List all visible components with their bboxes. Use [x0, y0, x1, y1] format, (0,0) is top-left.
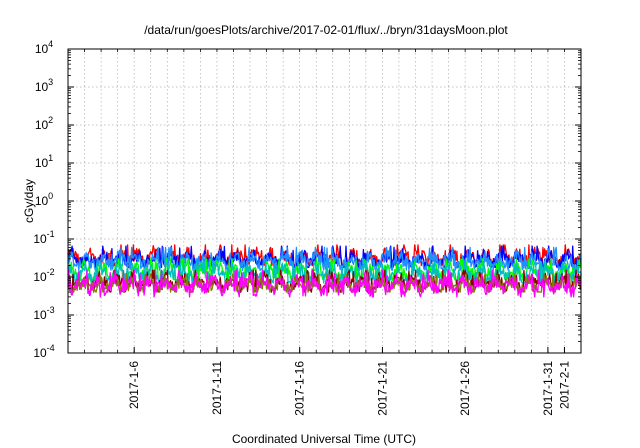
y-tick-label: 10-4: [33, 343, 54, 360]
y-tick-base: 10: [35, 42, 49, 56]
x-tick-label: 2017-1-26: [458, 361, 472, 416]
y-tick-label: 102: [35, 115, 53, 132]
x-tick-label: 2017-1-31: [541, 361, 555, 416]
x-tick-label: 2017-1-21: [375, 361, 389, 416]
y-axis-label: cGy/day: [22, 179, 36, 223]
y-tick-exponent: -1: [47, 229, 55, 239]
x-axis-label: Coordinated Universal Time (UTC): [232, 432, 416, 446]
y-tick-exponent: 0: [48, 191, 53, 201]
y-tick-base: 10: [35, 156, 49, 170]
y-tick-exponent: 4: [48, 39, 53, 49]
y-tick-label: 100: [35, 191, 53, 208]
y-tick-base: 10: [35, 194, 49, 208]
x-tick-label: 2017-2-1: [557, 361, 571, 409]
y-tick-base: 10: [35, 118, 49, 132]
chart-title: /data/run/goesPlots/archive/2017-02-01/f…: [144, 23, 508, 37]
y-tick-base: 10: [33, 346, 47, 360]
y-tick-exponent: 2: [48, 115, 53, 125]
x-axis: 2017-1-6 2017-1-11 2017-1-16 2017-1-21 2017-…: [84, 49, 571, 416]
y-tick-label: 104: [35, 39, 53, 56]
y-tick-label: 103: [35, 77, 53, 94]
y-tick-exponent: 1: [48, 153, 53, 163]
x-tick-label: 2017-1-6: [127, 361, 141, 409]
y-tick-exponent: -4: [47, 343, 55, 353]
y-tick-label: 10-3: [33, 305, 54, 322]
y-tick-base: 10: [35, 80, 49, 94]
y-tick-exponent: -3: [47, 305, 55, 315]
y-tick-label: 101: [35, 153, 53, 170]
y-tick-base: 10: [33, 270, 47, 284]
series-line: [67, 246, 582, 271]
y-tick-base: 10: [33, 308, 47, 322]
y-tick-base: 10: [33, 232, 47, 246]
grid: [68, 49, 581, 353]
series-line: [67, 269, 582, 298]
y-tick-exponent: 3: [48, 77, 53, 87]
x-tick-label: 2017-1-11: [210, 361, 224, 415]
y-tick-exponent: -2: [47, 267, 55, 277]
y-tick-label: 10-2: [33, 267, 54, 284]
series-group: [67, 244, 582, 298]
y-tick-label: 10-1: [33, 229, 54, 246]
x-tick-label: 2017-1-16: [293, 361, 307, 416]
